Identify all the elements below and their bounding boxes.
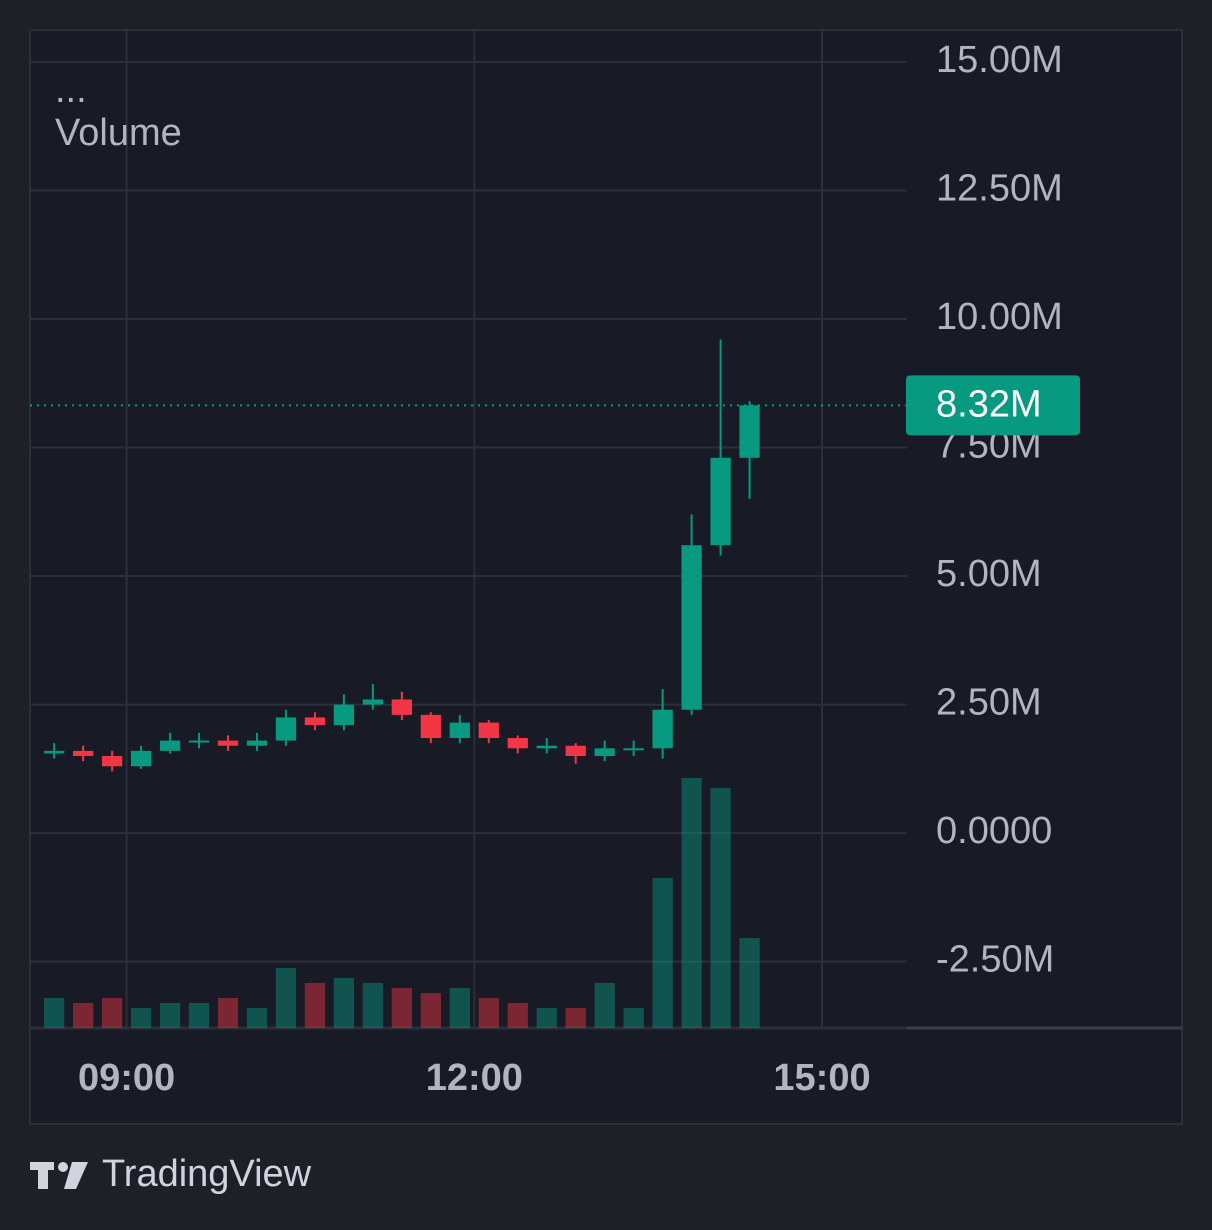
y-tick-label: 0.0000 [936,810,1052,852]
volume-bar [304,983,326,1028]
volume-bar [739,938,760,1028]
volume-bar [362,983,384,1028]
volume-bar [449,988,470,1028]
volume-bar [536,1008,557,1028]
volume-bar [101,998,123,1028]
y-tick-label: 2.50M [936,682,1042,724]
volume-bar [188,1003,210,1028]
y-tick-label: -2.50M [936,939,1054,981]
candle-body [710,457,731,546]
y-tick-label: 12.50M [936,167,1063,209]
candle-body [44,750,65,754]
candle-body [739,405,760,458]
candle-body [420,714,441,739]
brand-logo [30,1162,88,1189]
volume-bar [217,998,239,1028]
volume-bar [275,968,297,1028]
y-tick-label: 10.00M [936,296,1063,338]
candle-body [304,717,326,726]
indicator-menu[interactable]: ... [55,69,87,111]
candle-body [362,699,384,705]
series [44,339,760,1028]
candle-body [130,750,152,767]
grid [30,30,907,1028]
candle-body [623,748,644,751]
volume-bar [159,1003,181,1028]
volume-bar [72,1003,94,1028]
volume-bar [623,1008,644,1028]
y-tick-label: 15.00M [936,39,1063,81]
candle-body [536,745,557,749]
volume-bar [710,788,731,1028]
x-tick-label: 12:00 [426,1057,523,1099]
volume-bar [594,983,615,1028]
volume-bar [130,1008,152,1028]
volume-bar [44,998,65,1028]
candle-body [594,748,615,757]
indicator-label: Volume [55,112,182,154]
volume-bar [507,1003,528,1028]
y-tick-label: 5.00M [936,553,1042,595]
candle-body [246,740,268,746]
candle-body [652,709,673,749]
candle-body [565,745,586,757]
volume-bar [391,988,412,1028]
candle-body [391,699,412,715]
candle-body [188,740,210,743]
candle-body [333,704,355,726]
volume-bar [652,878,673,1028]
x-tick-label: 09:00 [78,1057,175,1099]
candle-body [72,750,94,757]
volume-bar [246,1008,268,1028]
candle-body [478,722,499,739]
candle-body [217,740,239,746]
candle-body [159,740,181,751]
candle-body [449,722,470,739]
volume-bar [333,978,355,1028]
candle-body [507,738,528,749]
volume-bar [420,993,441,1028]
last-price-label: 8.32M [936,383,1042,425]
last-price-box [906,375,1080,436]
x-tick-label: 15:00 [773,1057,870,1099]
volume-bar [565,1008,586,1028]
candle-body [681,545,702,710]
volume-bar [681,778,702,1028]
brand-name[interactable]: TradingView [102,1153,312,1195]
candle-body [101,756,123,767]
candle-body [275,717,297,741]
volume-bar [478,998,499,1028]
